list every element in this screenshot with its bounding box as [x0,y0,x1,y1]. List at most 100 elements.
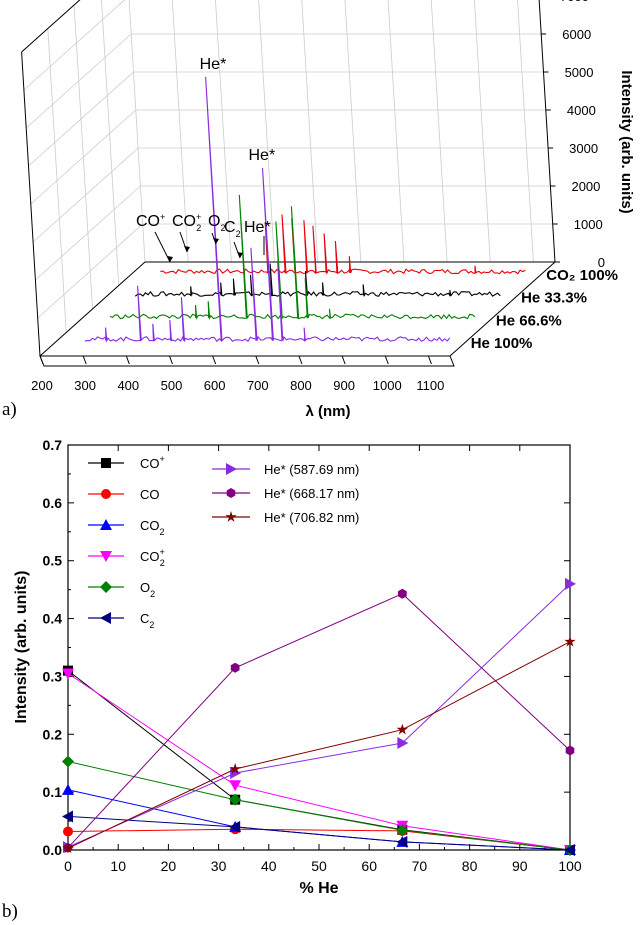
legend-label-3-sup: + [160,547,165,557]
annotation-arrowhead [213,238,219,244]
data-point [63,826,73,837]
legend-marker [226,463,237,475]
back-grid-vline [301,0,319,263]
annotation-co2-plus-sub: 2 [196,223,201,233]
series-line-4 [67,761,571,851]
x-tick-label: 90 [512,858,528,874]
y-tick-label: 2000 [571,179,600,194]
legend-label-2: CO2 [140,518,165,537]
legend-label-0-base: CO [140,456,160,471]
x-tick-mark [298,355,303,365]
y-tick-label: 0.4 [43,611,63,627]
series-line-8 [67,641,571,849]
annotation-he-706: He* [248,147,275,164]
y-tick-label: 0.5 [43,553,63,569]
annotation-co-plus: CO+ [136,212,165,230]
x-tick-label: 400 [117,378,139,393]
y-tick-label: 1000 [574,217,603,232]
x-tick-mark [125,355,130,365]
side-grid-vline [101,0,120,286]
x-tick-mark [39,355,44,365]
legend-label-4-sub: 2 [150,589,155,599]
panel-a-axes [21,0,556,367]
legend-label-8: He* (706.82 nm) [264,510,359,525]
annotation-co-plus-sup: + [160,212,165,222]
data-point [62,810,73,823]
x-tick-label: 300 [74,378,96,393]
annotation-co2-plus-base: CO [172,213,196,230]
legend-marker [225,511,237,522]
series-8 [62,635,576,854]
annotation-o2: O2 [208,213,225,233]
data-point [397,736,409,749]
x-tick-label: 1100 [416,378,444,393]
legend-label-0-sup: + [160,454,165,464]
legend-label-5-base: C [140,611,149,626]
x-tick-label: 600 [204,378,226,393]
series-line-7 [67,593,571,849]
legend-label-2-sub: 2 [160,527,165,537]
data-point [229,793,242,806]
data-point [565,577,576,590]
panel-a-y-axis-label: Intensity (arb. units) [618,70,635,213]
data-point [62,783,74,795]
x-tick-label: 900 [333,378,355,393]
floor-front-edge [39,355,455,367]
y-tick-label: 6000 [562,27,591,42]
series-label-1: He 33.3% [521,290,587,307]
legend-label-5: C2 [140,611,154,630]
y-tick-label: 0.1 [43,784,63,800]
series-line-3 [67,673,571,851]
x-tick-label: 0 [64,858,72,874]
y-tick-label: 0.0 [43,842,63,858]
x-tick-mark [212,355,217,365]
series-line-2 [109,194,476,321]
legend-label-3: CO+ 2 [140,547,165,568]
annotation-o2-base: O [208,213,220,230]
series-line-6 [67,583,571,848]
x-tick-label: 80 [462,858,478,874]
intensity-axis-line [538,0,556,263]
x-tick-label: 50 [311,858,327,874]
panel-b-y-axis-label: Intensity (arb. units) [13,571,30,724]
axis-edge [21,0,81,53]
annotation-he-587: He* [200,56,227,73]
x-tick-label: 10 [110,858,126,874]
x-tick-mark [169,355,173,365]
y-tick-label: 5000 [565,65,594,80]
panel-a-y-ticks: 010002000300040005000600070008000 [541,0,605,270]
panel-a-x-axis-label: λ (nm) [306,403,351,420]
panel-b-y-ticks: 0.0 0.1 0.2 0.3 0.4 0.5 0.6 0.7 [43,437,570,858]
series-line-0 [67,670,571,851]
legend-label-1: CO [140,487,160,502]
data-point [229,820,241,833]
data-point [62,842,74,854]
legend-label-3-base: CO [140,549,160,564]
annotation-he-668: He* [244,219,271,236]
annotation-arrowhead [237,252,243,258]
legend-label-6: He* (587.69 nm) [264,462,359,477]
panel-b-line-chart: 0 10 20 30 40 50 60 70 80 90 100 0.00.10.20.30.40.… [2,437,582,922]
data-point [565,745,575,756]
annotation-co-plus-base: CO [136,213,160,230]
series-label-3: He 100% [471,335,533,352]
back-grid-vline [430,0,448,263]
back-grid-vline [387,0,405,263]
x-tick-mark [427,355,432,365]
legend-marker [100,581,112,593]
x-tick-label: 100 [558,858,582,874]
legend-label-3-sub: 2 [160,558,165,568]
series-label-2: He 66.6% [496,312,562,329]
annotation-c2: C2 [224,219,241,239]
series-7 [63,588,575,853]
x-tick-label: 40 [261,858,277,874]
x-tick-label: 200 [31,378,53,393]
x-tick-label: 60 [361,858,377,874]
data-point [229,763,241,774]
back-grid-vline [344,0,362,263]
annotation-co2-plus-sup: + [196,212,201,222]
annotation-arrowhead [167,256,173,262]
x-tick-label: 30 [211,858,227,874]
